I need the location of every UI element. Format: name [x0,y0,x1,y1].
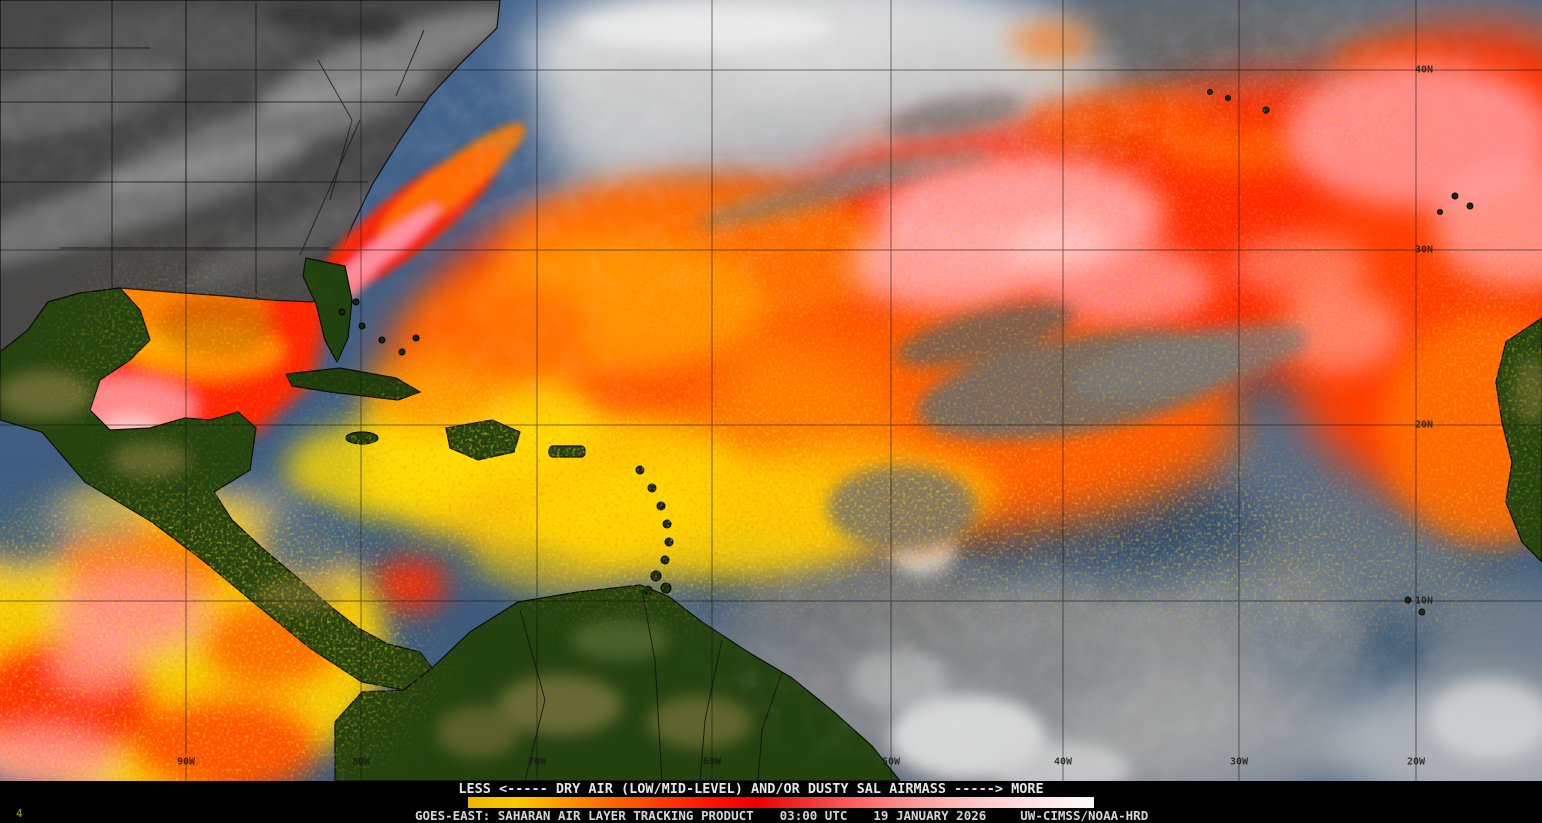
latitude-label: 40N [1414,64,1434,76]
satellite-image [0,0,1542,781]
cloud-mottle-texture [0,0,1542,781]
longitude-label: 60W [702,756,722,768]
latitude-label: 30N [1414,244,1434,256]
product-source: GOES-EAST: SAHARAN AIR LAYER TRACKING PR… [415,808,754,823]
status-bar: GOES-EAST: SAHARAN AIR LAYER TRACKING PR… [415,808,1148,823]
product-date: 19 JANUARY 2026 [873,808,987,823]
longitude-label: 30W [1229,756,1249,768]
satellite-map: 40N 30N 20N 10N 90W 80W 70W 60W 50W 40W 30W 20W [0,0,1542,781]
longitude-label: 20W [1406,756,1426,768]
legend-bar: 4 LESS <----- DRY AIR (LOW/MID-LEVEL) AN… [0,781,1542,823]
legend-title: LESS <----- DRY AIR (LOW/MID-LEVEL) AND/… [458,781,1044,797]
latlon-gridlines [0,0,1542,781]
longitude-label: 40W [1053,756,1073,768]
latitude-label: 20N [1414,419,1434,431]
product-credit: UW-CIMSS/NOAA-HRD [1020,808,1149,823]
longitude-label: 50W [881,756,901,768]
longitude-label: 90W [176,756,196,768]
longitude-label: 80W [351,756,371,768]
legend-colorbar [468,797,1094,808]
corner-mark: 4 [16,807,23,820]
product-time: 03:00 UTC [779,808,848,823]
longitude-label: 70W [527,756,547,768]
latitude-label: 10N [1414,595,1434,607]
